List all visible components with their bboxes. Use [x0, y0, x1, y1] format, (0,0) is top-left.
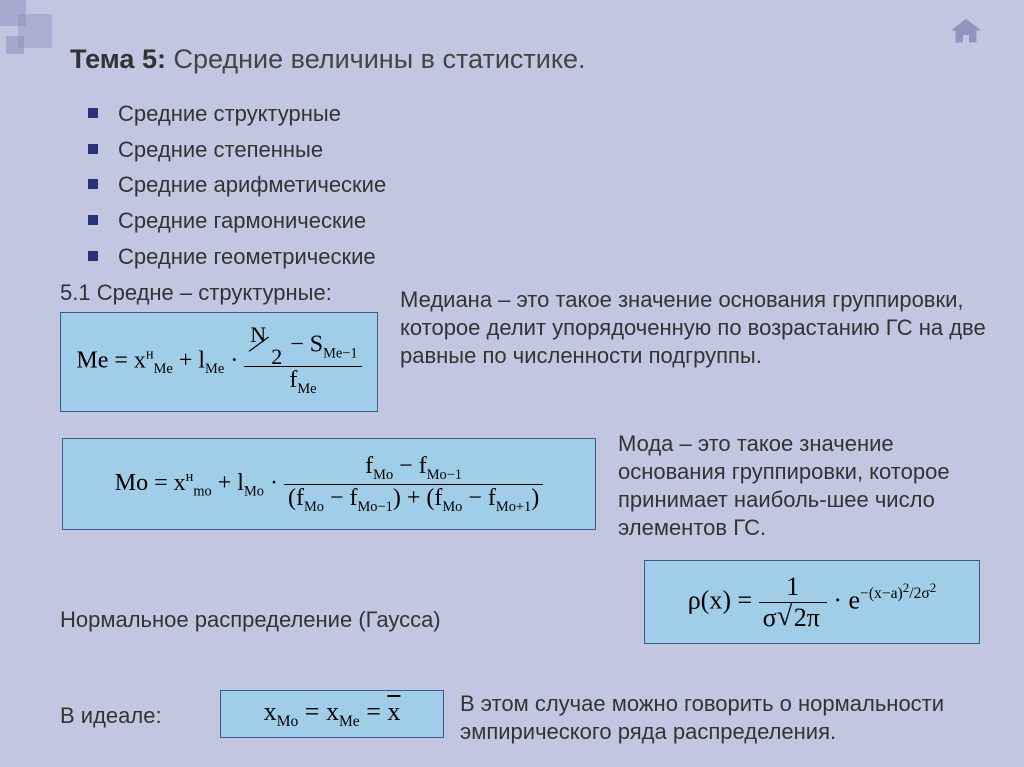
- mode-formula: Mo = xнmo + lMo · fMo − fMo−1 (fMo − fMo…: [62, 438, 596, 530]
- slide-title: Тема 5: Средние величины в статистике.: [70, 44, 585, 75]
- median-formula: Me = xнMe + lMe · N ∕ 2 − SMe−1 fMe: [60, 312, 378, 412]
- ideal-formula: xMo = xMe = x: [220, 690, 444, 738]
- section-heading: 5.1 Средне – структурные:: [60, 280, 332, 306]
- mode-definition: Мода – это такое значение основания груп…: [618, 430, 998, 543]
- list-item: Средние степенные: [88, 132, 386, 168]
- list-item: Средние гармонические: [88, 203, 386, 239]
- ideal-definition: В этом случае можно говорить о нормально…: [460, 690, 1020, 746]
- list-item: Средние арифметические: [88, 167, 386, 203]
- median-definition: Медиана – это такое значение основания г…: [400, 286, 1000, 370]
- list-item: Средние структурные: [88, 96, 386, 132]
- list-item: Средние геометрические: [88, 239, 386, 275]
- bullet-list: Средние структурные Средние степенные Ср…: [88, 96, 386, 274]
- ideal-label: В идеале:: [60, 702, 162, 730]
- home-icon[interactable]: [948, 14, 984, 50]
- gauss-formula: ρ(x) = 1 σ2π · e−(x−a)2/2σ2: [644, 560, 980, 644]
- title-rest: Средние величины в статистике.: [166, 44, 586, 74]
- corner-decoration: [0, 0, 60, 70]
- gauss-label: Нормальное распределение (Гаусса): [60, 606, 560, 634]
- title-prefix: Тема 5:: [70, 44, 166, 74]
